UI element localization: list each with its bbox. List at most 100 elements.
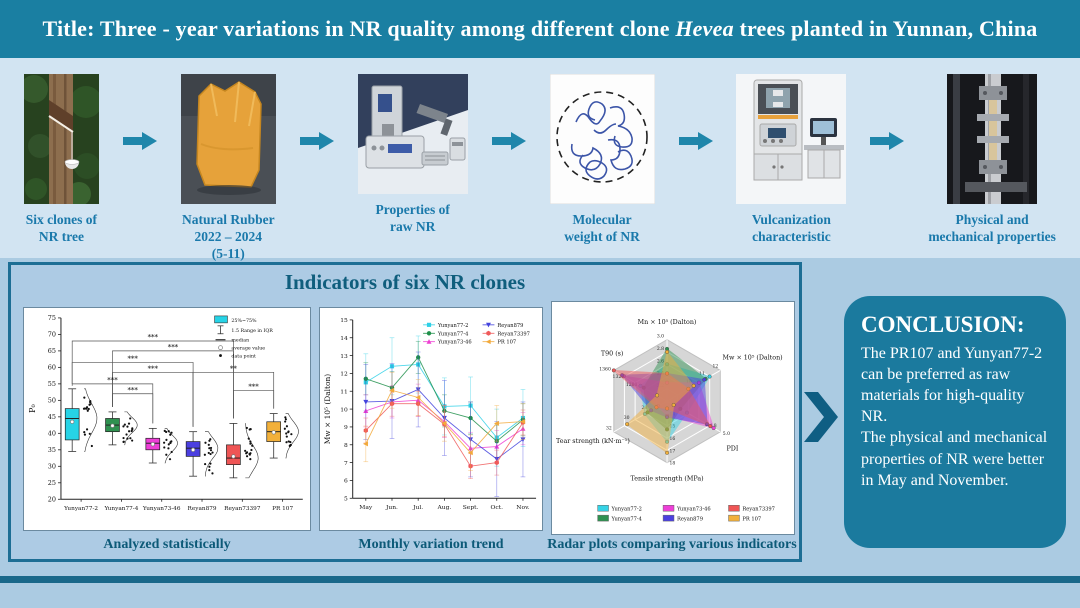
svg-text:Yunyan73-46: Yunyan73-46 [142, 506, 181, 512]
svg-text:65: 65 [48, 347, 56, 355]
flow-arrow-icon [678, 130, 713, 157]
svg-text:50: 50 [48, 397, 56, 405]
title-suffix: trees planted in Yunnan, China [733, 16, 1038, 41]
svg-text:median: median [231, 338, 249, 344]
svg-text:Mn × 10⁵ (Dalton): Mn × 10⁵ (Dalton) [638, 318, 697, 326]
title-italic-genus: Hevea [675, 16, 734, 41]
svg-text:Reyan879: Reyan879 [677, 517, 703, 523]
svg-text:***: *** [127, 386, 138, 394]
svg-text:data point: data point [231, 354, 256, 360]
svg-text:average value: average value [231, 346, 265, 352]
svg-text:Tensile strength (MPa): Tensile strength (MPa) [631, 474, 704, 482]
svg-text:P₀: P₀ [28, 404, 37, 413]
workflow-step-vulcanization: Vulcanization characteristic [736, 74, 847, 246]
svg-text:10: 10 [686, 379, 692, 385]
line-chart: 5 6 7 8 9 10 11 12 13 14 15 Mw × 10⁵ (Dalton) May Jun… [323, 317, 537, 511]
workflow-step-properties: Properties of raw NR [357, 74, 468, 236]
svg-text:40: 40 [48, 430, 56, 438]
flow-arrow-icon [299, 130, 334, 157]
svg-text:2.4: 2.4 [657, 371, 664, 377]
workflow-step-label: Vulcanization characteristic [751, 212, 831, 244]
svg-text:1.5 Range in IQR: 1.5 Range in IQR [231, 328, 273, 334]
svg-text:14: 14 [670, 411, 676, 417]
svg-text:60: 60 [48, 364, 56, 372]
conclusion-box: CONCLUSION: The PR107 and Yunyan77-2 can… [844, 296, 1066, 548]
svg-text:1360: 1360 [599, 366, 611, 372]
caption-radar: Radar plots comparing various indicators [547, 537, 797, 552]
svg-text:Yunyan77-2: Yunyan77-2 [63, 506, 98, 512]
svg-text:Mw × 10⁵ (Dalton): Mw × 10⁵ (Dalton) [323, 374, 332, 445]
workflow-step-label: Molecular weight of NR [564, 212, 640, 244]
svg-text:Reyan73397: Reyan73397 [742, 507, 775, 513]
radar-figure: 3.02.82.62.42.21211105.04.81817161514323… [551, 301, 795, 535]
svg-text:1320: 1320 [613, 374, 625, 380]
tensile-tester-photo [947, 74, 1038, 204]
svg-text:PDI: PDI [727, 446, 739, 453]
svg-text:Jul.: Jul. [412, 504, 423, 511]
svg-text:8: 8 [344, 442, 348, 449]
svg-text:Reyan879: Reyan879 [497, 323, 523, 329]
workflow-step-label: Six clones of NR tree [25, 212, 98, 244]
svg-text:Reyan879: Reyan879 [188, 506, 217, 512]
svg-text:***: *** [148, 365, 159, 373]
polymer-chains-illustration [549, 74, 655, 204]
svg-text:***: *** [168, 343, 179, 351]
svg-text:2.8: 2.8 [657, 346, 664, 352]
title-prefix: Title: Three - year variations in NR qua… [42, 16, 676, 41]
svg-text:15: 15 [340, 317, 348, 324]
bottom-divider-bar [0, 576, 1080, 583]
svg-text:Yunyan73-46: Yunyan73-46 [437, 340, 472, 346]
svg-text:7: 7 [344, 460, 348, 467]
chevron-right-icon [800, 386, 840, 453]
svg-text:6: 6 [344, 478, 348, 485]
workflow-step-label: Physical and mechanical properties [928, 212, 1056, 244]
svg-text:***: *** [248, 383, 259, 391]
svg-text:***: *** [127, 355, 138, 363]
title-bar: Title: Three - year variations in NR qua… [0, 0, 1080, 58]
svg-text:Yunyan77-4: Yunyan77-4 [437, 331, 469, 337]
svg-text:***: *** [148, 334, 159, 342]
flow-arrow-icon [122, 130, 157, 157]
svg-text:12: 12 [713, 363, 719, 369]
workflow-step-label: Properties of raw NR [375, 202, 450, 234]
svg-text:Reyan73397: Reyan73397 [224, 506, 261, 512]
panel-title: Indicators of six NR clones [284, 270, 526, 294]
svg-text:55: 55 [48, 380, 56, 388]
svg-text:16: 16 [670, 436, 676, 442]
svg-text:May: May [359, 504, 373, 511]
svg-text:Sept.: Sept. [463, 504, 479, 511]
svg-text:10: 10 [340, 406, 348, 413]
svg-text:20: 20 [48, 495, 56, 503]
svg-text:Yunyan73-46: Yunyan73-46 [676, 507, 711, 513]
workflow-step-natural-rubber: Natural Rubber 2022 – 2024 (5-11) [180, 74, 276, 263]
radar-chart: 3.02.82.62.42.21211105.04.81817161514323… [556, 318, 783, 523]
indicators-panel: Indicators of six NR clones 20 25 30 35 40 45… [8, 262, 802, 562]
svg-text:PR 107: PR 107 [497, 340, 516, 346]
svg-text:2.6: 2.6 [657, 358, 664, 364]
svg-text:25: 25 [48, 479, 56, 487]
linechart-figure: 5 6 7 8 9 10 11 12 13 14 15 Mw × 10⁵ (Dalton) May Jun… [319, 307, 543, 531]
svg-text:Tear strength (kN·m⁻¹): Tear strength (kN·m⁻¹) [556, 437, 630, 445]
svg-text:Aug.: Aug. [436, 504, 451, 511]
svg-text:2.2: 2.2 [657, 383, 664, 389]
svg-text:30: 30 [624, 415, 630, 421]
svg-text:75: 75 [48, 314, 56, 322]
svg-text:Yunyan77-2: Yunyan77-2 [611, 507, 642, 513]
natural-rubber-bale-photo [180, 74, 276, 204]
svg-text:11: 11 [340, 388, 348, 395]
svg-text:Yunyan77-4: Yunyan77-4 [103, 506, 138, 512]
svg-text:28: 28 [642, 405, 648, 411]
svg-text:PR 107: PR 107 [742, 517, 761, 523]
caption-linechart: Monthly variation trend [358, 537, 504, 552]
svg-text:**: ** [230, 365, 237, 373]
svg-text:Oct.: Oct. [491, 504, 504, 511]
workflow-step-clones: Six clones of NR tree [23, 74, 99, 246]
svg-text:13: 13 [340, 353, 348, 360]
flow-arrow-icon [491, 130, 526, 157]
svg-text:Yunyan77-4: Yunyan77-4 [611, 517, 643, 523]
svg-text:***: *** [107, 376, 118, 384]
svg-text:30: 30 [48, 462, 56, 470]
mooney-viscometer-photo [357, 74, 468, 194]
svg-text:70: 70 [48, 331, 56, 339]
svg-text:Reyan73397: Reyan73397 [497, 331, 530, 337]
